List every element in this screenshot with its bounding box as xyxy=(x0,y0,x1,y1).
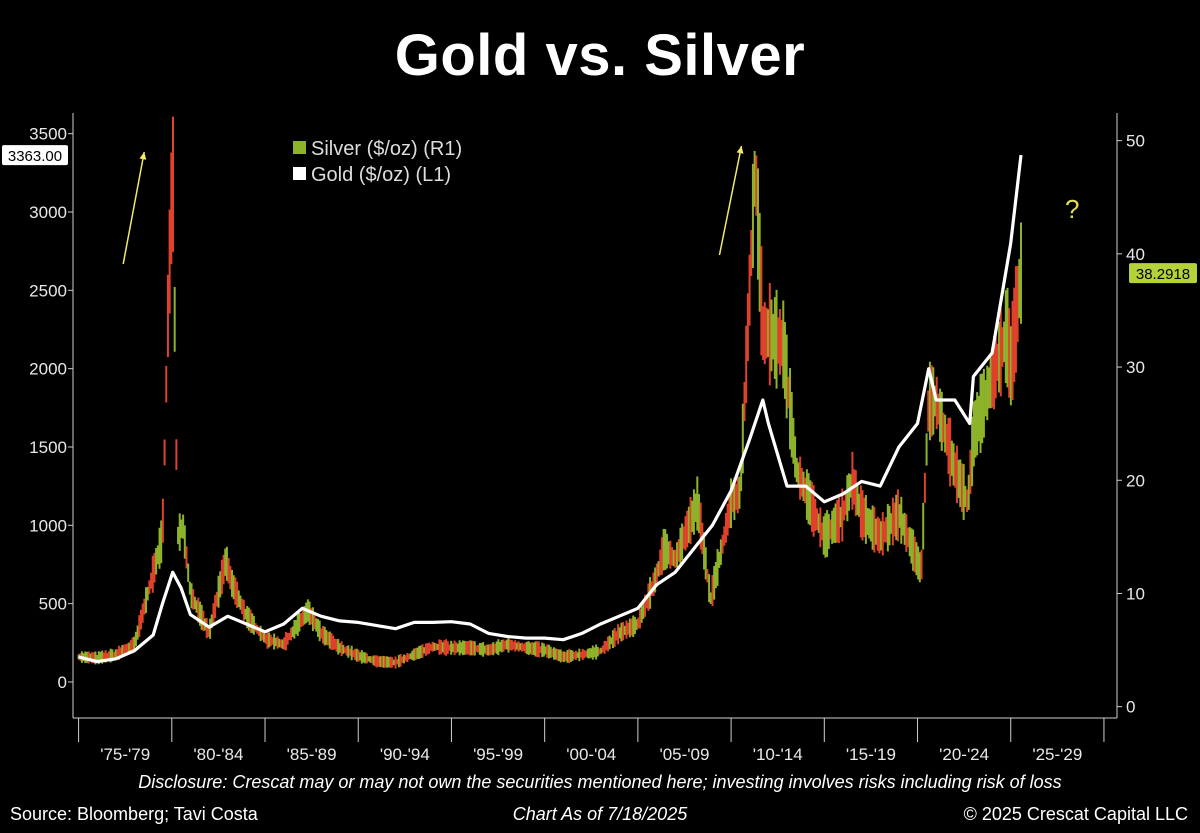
x-period-label: '75-'79 xyxy=(100,745,150,764)
left-tick-label: 1000 xyxy=(29,516,67,535)
legend-label-gold: Gold ($/oz) (L1) xyxy=(311,164,451,186)
x-period-label: '15-'19 xyxy=(846,745,896,764)
x-period-label: '25-'29 xyxy=(1032,745,1082,764)
x-period-label: '00-'04 xyxy=(566,745,616,764)
x-period-label: '90-'94 xyxy=(380,745,430,764)
gold-value-tag-label: 3363.00 xyxy=(8,148,62,165)
right-tick-label: 0 xyxy=(1126,698,1135,717)
arrow-1980-peak xyxy=(122,151,145,265)
right-tick-label: 40 xyxy=(1126,245,1145,264)
legend-swatch-gold xyxy=(293,167,306,180)
gold-line xyxy=(78,154,1023,664)
right-tick-label: 10 xyxy=(1126,584,1145,603)
silver-series xyxy=(77,116,1022,669)
source-text: Source: Bloomberg; Tavi Costa xyxy=(10,804,258,824)
x-period-label: '20-'24 xyxy=(939,745,989,764)
left-tick-label: 3500 xyxy=(29,125,67,144)
left-tick-label: 0 xyxy=(58,673,67,692)
chart-title: Gold vs. Silver xyxy=(394,23,806,88)
axes: 0 500 1000 1500 2000 2500 3000 3500 0 10 20 30 40 50 '… xyxy=(29,125,1145,764)
silver-value-tag xyxy=(1129,263,1197,284)
left-tick-label: 2000 xyxy=(29,360,67,379)
gold-value-tag xyxy=(2,145,68,166)
right-tick-label: 50 xyxy=(1126,132,1145,151)
legend-label-silver: Silver ($/oz) (R1) xyxy=(311,138,462,160)
x-period-label: '10-'14 xyxy=(753,745,803,764)
right-tick-label: 30 xyxy=(1126,358,1145,377)
silver-value-tag-label: 38.2918 xyxy=(1136,266,1190,283)
gold-series xyxy=(78,154,1023,664)
x-period-label: '05-'09 xyxy=(659,745,709,764)
x-period-label: '95-'99 xyxy=(473,745,523,764)
x-period-label: '80-'84 xyxy=(193,745,243,764)
left-tick-label: 1500 xyxy=(29,438,67,457)
arrow-1980-peak-head xyxy=(139,152,147,160)
disclosure-text: Disclosure: Crescat may or may not own t… xyxy=(138,772,1062,792)
left-tick-label: 3000 xyxy=(29,203,67,222)
annotations: 3363.00 38.2918? xyxy=(2,145,1197,284)
question-mark: ? xyxy=(1065,194,1079,224)
legend: Silver ($/oz) (R1) Gold ($/oz) (L1) xyxy=(293,138,462,186)
right-tick-label: 20 xyxy=(1126,471,1145,490)
arrow-2011-peak-head xyxy=(736,146,744,154)
copyright-text: © 2025 Crescat Capital LLC xyxy=(963,804,1188,824)
legend-swatch-silver xyxy=(293,141,306,154)
arrow-2011-peak xyxy=(718,145,743,256)
chart-frame xyxy=(72,113,1118,719)
left-tick-label: 2500 xyxy=(29,281,67,300)
x-period-label: '85-'89 xyxy=(287,745,337,764)
as-of-text: Chart As of 7/18/2025 xyxy=(512,804,688,824)
left-tick-label: 500 xyxy=(39,595,67,614)
